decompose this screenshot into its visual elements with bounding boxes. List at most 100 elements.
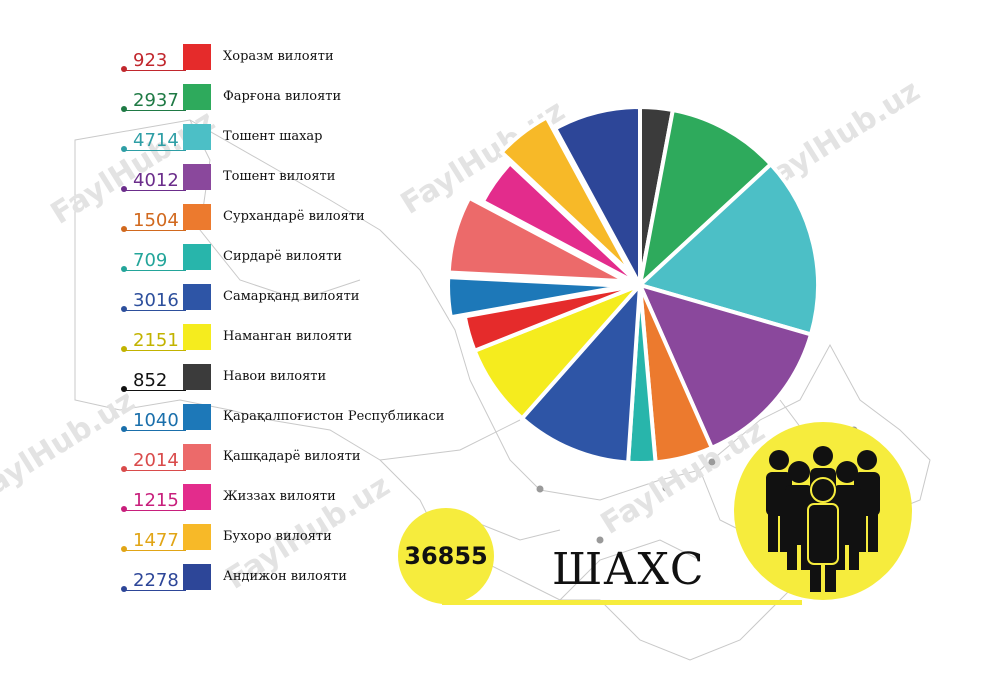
legend-item: 709 Сирдарё вилояти xyxy=(118,244,458,274)
people-badge xyxy=(734,422,912,600)
legend-swatch xyxy=(183,324,211,350)
pie-slice xyxy=(636,161,820,337)
pie-slice xyxy=(636,281,814,451)
legend-underline xyxy=(124,390,186,391)
legend-dot xyxy=(121,186,127,192)
legend-underline xyxy=(124,510,186,511)
legend-label: Бухоро вилояти xyxy=(223,529,332,544)
legend-label: Жиззах вилояти xyxy=(223,489,336,504)
legend-item: 4714 Тошент шахар xyxy=(118,124,458,154)
legend-underline xyxy=(124,190,186,191)
legend-item: 3016 Самарқанд вилояти xyxy=(118,284,458,314)
legend-value: 1504 xyxy=(133,210,179,231)
pie-slice xyxy=(636,107,774,291)
legend-underline xyxy=(124,470,186,471)
pie-slice xyxy=(519,279,643,465)
legend-item: 2014 Қашқадарё вилояти xyxy=(118,444,458,474)
legend-value: 709 xyxy=(133,250,168,271)
legend-label: Қарақалпоғистон Республикаси xyxy=(223,409,445,424)
legend-swatch xyxy=(183,444,211,470)
legend-swatch xyxy=(183,204,211,230)
legend-dot xyxy=(121,106,127,112)
legend-swatch xyxy=(183,44,211,70)
legend-label: Фарғона вилояти xyxy=(223,89,342,104)
legend-underline xyxy=(124,230,186,231)
legend-item: 1504 Сурхандарё вилояти xyxy=(118,204,458,234)
legend-item: 1215 Жиззах вилояти xyxy=(118,484,458,514)
legend-label: Тошент шахар xyxy=(223,129,323,144)
legend-dot xyxy=(121,346,127,352)
legend-underline xyxy=(124,350,186,351)
legend-value: 1215 xyxy=(133,490,179,511)
legend-value: 852 xyxy=(133,370,168,391)
legend-value: 2014 xyxy=(133,450,179,471)
legend-underline xyxy=(124,150,186,151)
legend-item: 2937 Фарғона вилояти xyxy=(118,84,458,114)
legend-underline xyxy=(124,310,186,311)
legend-underline xyxy=(124,270,186,271)
legend-label: Андижон вилояти xyxy=(223,569,347,584)
legend-swatch xyxy=(183,564,211,590)
legend-value: 1040 xyxy=(133,410,179,431)
legend-dot xyxy=(121,506,127,512)
legend-label: Навои вилояти xyxy=(223,369,327,384)
legend-value: 1477 xyxy=(133,530,179,551)
legend-swatch xyxy=(183,84,211,110)
legend-label: Самарқанд вилояти xyxy=(223,289,360,304)
legend-swatch xyxy=(183,524,211,550)
legend-dot xyxy=(121,586,127,592)
legend-label: Сирдарё вилояти xyxy=(223,249,342,264)
legend-underline xyxy=(124,70,186,71)
legend-swatch xyxy=(183,284,211,310)
total-value: 36855 xyxy=(404,542,488,570)
legend-item: 1040 Қарақалпоғистон Республикаси xyxy=(118,404,458,434)
legend-item: 4012 Тошент вилояти xyxy=(118,164,458,194)
legend-dot xyxy=(121,466,127,472)
legend-dot xyxy=(121,66,127,72)
legend-value: 4714 xyxy=(133,130,179,151)
legend-swatch xyxy=(183,364,211,390)
legend-value: 2937 xyxy=(133,90,179,111)
legend-label: Сурхандарё вилояти xyxy=(223,209,365,224)
legend-swatch xyxy=(183,244,211,270)
legend-dot xyxy=(121,146,127,152)
legend-underline xyxy=(124,590,186,591)
legend-item: 923 Хоразм вилояти xyxy=(118,44,458,74)
legend-item: 2151 Наманган вилояти xyxy=(118,324,458,354)
legend-value: 4012 xyxy=(133,170,179,191)
legend-value: 2151 xyxy=(133,330,179,351)
legend-dot xyxy=(121,426,127,432)
legend-item: 2278 Андижон вилояти xyxy=(118,564,458,594)
legend-item: 852 Навои вилояти xyxy=(118,364,458,394)
pie-slice xyxy=(552,104,642,286)
total-unit: ШАХС xyxy=(552,544,705,595)
legend-dot xyxy=(121,386,127,392)
legend-dot xyxy=(121,226,127,232)
legend-value: 923 xyxy=(133,50,168,71)
pie-slice xyxy=(446,195,628,284)
legend-value: 2278 xyxy=(133,570,179,591)
legend-swatch xyxy=(183,124,211,150)
people-group-icon xyxy=(766,446,880,592)
legend-swatch xyxy=(183,164,211,190)
pie-slice xyxy=(446,275,627,320)
legend-underline xyxy=(124,430,186,431)
pie-slice xyxy=(480,160,642,287)
total-badge: 36855 xyxy=(398,508,494,604)
legend-dot xyxy=(121,546,127,552)
legend-swatch xyxy=(183,484,211,510)
legend-dot xyxy=(121,306,127,312)
legend-value: 3016 xyxy=(133,290,179,311)
pie-slice xyxy=(498,114,634,276)
legend-label: Наманган вилояти xyxy=(223,329,353,344)
legend-underline xyxy=(124,550,186,551)
legend-dot xyxy=(121,266,127,272)
legend-underline xyxy=(124,110,186,111)
legend-label: Тошент вилояти xyxy=(223,169,336,184)
legend-swatch xyxy=(183,404,211,430)
total-underline xyxy=(442,600,802,605)
legend-label: Қашқадарё вилояти xyxy=(223,449,361,464)
legend-label: Хоразм вилояти xyxy=(223,49,334,64)
legend-item: 1477 Бухоро вилояти xyxy=(118,524,458,554)
